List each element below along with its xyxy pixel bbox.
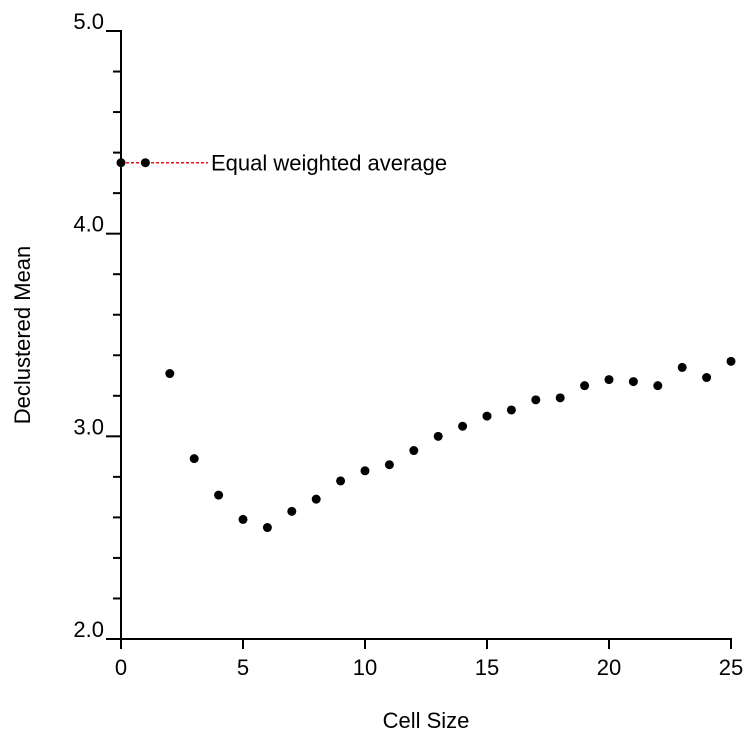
x-tick-label: 0 bbox=[115, 655, 127, 680]
x-axis-label: Cell Size bbox=[383, 708, 470, 733]
y-tick-label: 3.0 bbox=[73, 414, 104, 439]
point bbox=[336, 476, 346, 486]
point bbox=[116, 158, 126, 168]
point bbox=[165, 369, 175, 379]
point bbox=[531, 395, 541, 405]
point bbox=[287, 506, 297, 516]
point bbox=[482, 411, 492, 421]
point bbox=[506, 405, 516, 415]
point bbox=[580, 381, 590, 391]
point bbox=[140, 158, 150, 168]
point bbox=[262, 523, 272, 533]
y-axis-label: Declustered Mean bbox=[10, 246, 35, 425]
annotation: Equal weighted average bbox=[211, 151, 447, 176]
y-tick-label: 5.0 bbox=[73, 9, 104, 34]
point bbox=[458, 421, 468, 431]
point bbox=[653, 381, 663, 391]
point bbox=[628, 377, 638, 387]
y-tick-label: 2.0 bbox=[73, 617, 104, 642]
point bbox=[384, 460, 394, 470]
point bbox=[604, 375, 614, 385]
x-tick-label: 10 bbox=[353, 655, 377, 680]
point bbox=[677, 362, 687, 372]
point bbox=[702, 373, 712, 383]
point bbox=[360, 466, 370, 476]
x-tick-label: 15 bbox=[475, 655, 499, 680]
point bbox=[214, 490, 224, 500]
point bbox=[238, 514, 248, 524]
point bbox=[555, 393, 565, 403]
point bbox=[189, 454, 199, 464]
point bbox=[433, 431, 443, 441]
point bbox=[726, 356, 736, 366]
point bbox=[311, 494, 321, 504]
point bbox=[409, 446, 419, 456]
y-tick-label: 4.0 bbox=[73, 212, 104, 237]
x-tick-label: 20 bbox=[597, 655, 621, 680]
x-tick-label: 25 bbox=[719, 655, 743, 680]
x-tick-label: 5 bbox=[237, 655, 249, 680]
